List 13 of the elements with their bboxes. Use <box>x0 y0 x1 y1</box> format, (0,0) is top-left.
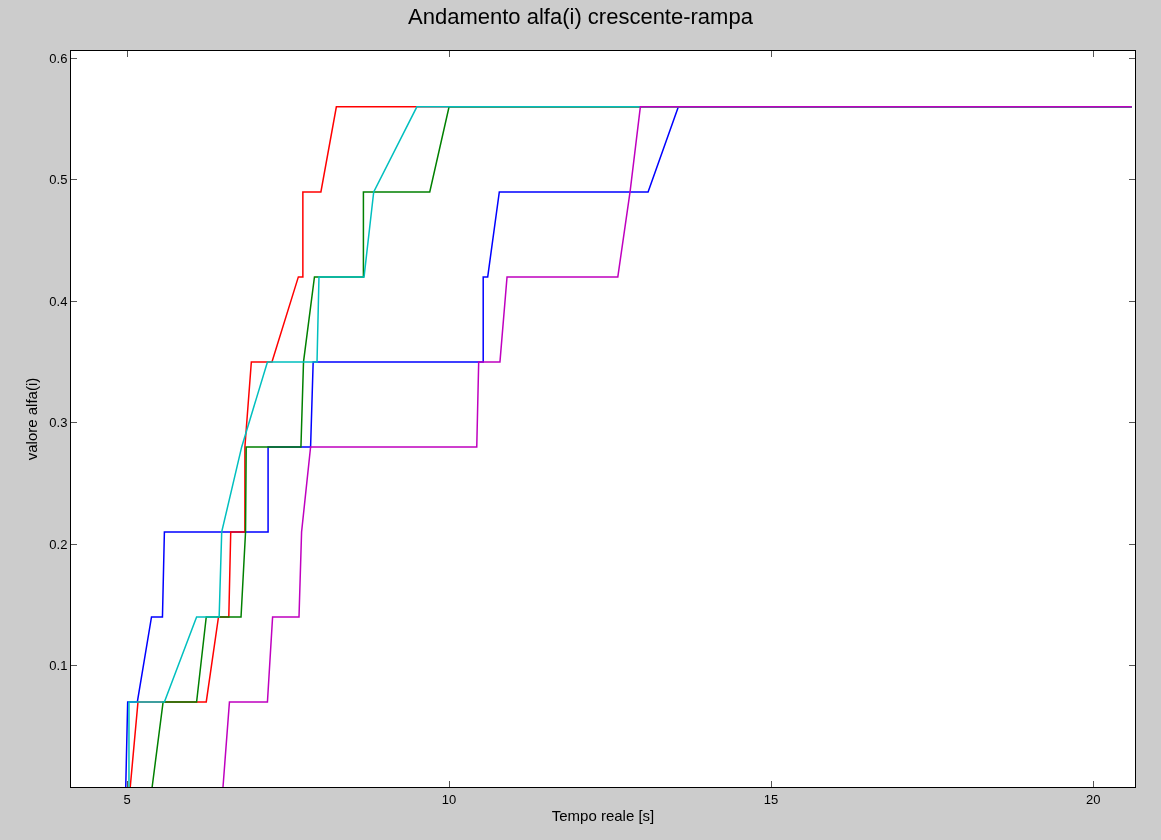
x-tick-label: 5 <box>123 791 131 807</box>
x-tick-label: 10 <box>441 791 457 807</box>
y-tick-label: 0.2 <box>49 536 68 552</box>
y-tick-label: 0.4 <box>49 293 68 309</box>
chart-title: Andamento alfa(i) crescente-rampa <box>408 3 754 29</box>
y-tick-label: 0.3 <box>49 415 68 431</box>
x-tick-label: 15 <box>763 791 779 807</box>
y-axis-title: valore alfa(i) <box>22 377 40 461</box>
y-tick-label: 0.5 <box>49 172 68 188</box>
x-tick-label: 20 <box>1085 791 1101 807</box>
y-tick-label: 0.1 <box>49 658 68 674</box>
y-tick-label: 0.6 <box>49 50 68 66</box>
x-axis-title: Tempo reale [s] <box>551 806 655 824</box>
